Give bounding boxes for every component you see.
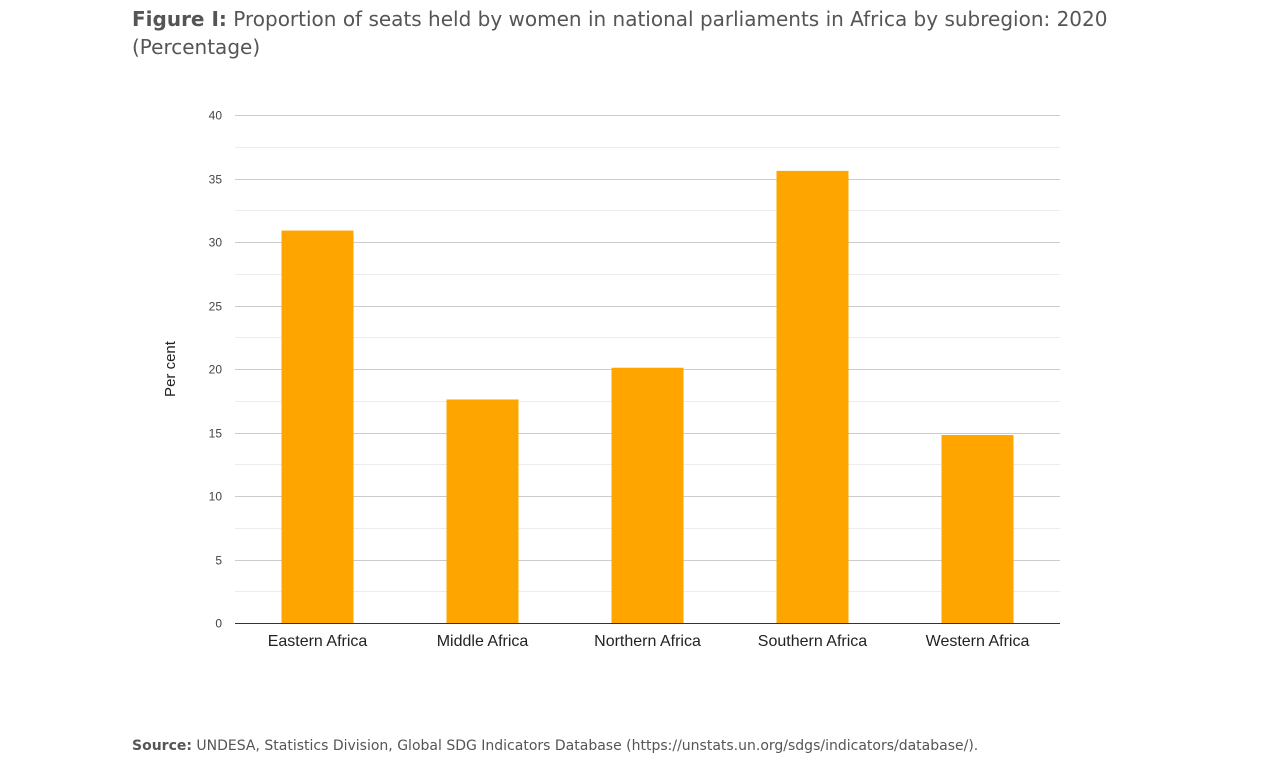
x-tick-label: Eastern Africa [268, 633, 368, 650]
x-tick-label: Northern Africa [594, 633, 701, 650]
bar [281, 230, 354, 623]
x-tick-label: Western Africa [926, 633, 1030, 650]
source-note: Source: UNDESA, Statistics Division, Glo… [132, 738, 978, 754]
y-tick-label: 25 [209, 300, 223, 314]
y-axis-label: Per cent [162, 340, 179, 397]
y-tick-label: 15 [209, 427, 223, 441]
bar [776, 170, 849, 623]
source-label: Source: [132, 738, 192, 754]
x-tick-label: Middle Africa [437, 633, 529, 650]
y-tick-label: 40 [209, 109, 223, 123]
source-text: UNDESA, Statistics Division, Global SDG … [196, 738, 979, 754]
y-tick-label: 10 [209, 490, 223, 504]
x-tick-label: Southern Africa [758, 633, 868, 650]
figure-label: Figure I: [132, 7, 227, 31]
y-tick-label: 0 [215, 617, 222, 631]
figure-title: Figure I: Proportion of seats held by wo… [132, 5, 1132, 61]
y-tick-label: 35 [209, 173, 223, 187]
bar [446, 399, 519, 623]
y-tick-label: 30 [209, 236, 223, 250]
y-tick-label: 5 [215, 554, 222, 568]
bar [611, 367, 684, 623]
bar [941, 435, 1014, 623]
figure-title-text: Proportion of seats held by women in nat… [132, 7, 1108, 59]
y-tick-label: 20 [209, 363, 223, 377]
